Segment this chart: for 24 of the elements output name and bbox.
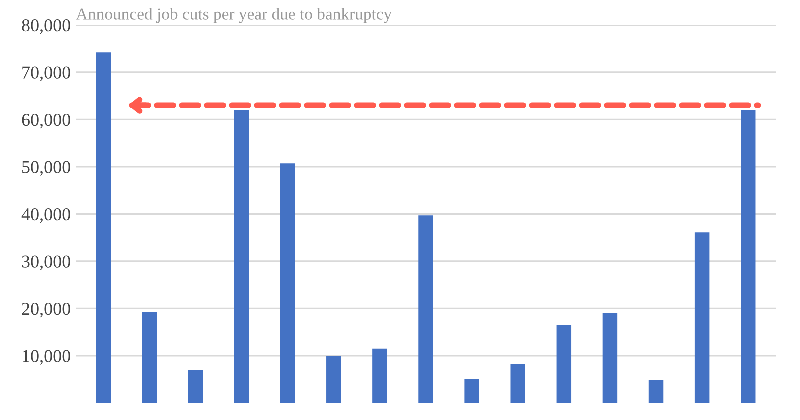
y-tick-label: 80,000 xyxy=(22,19,70,34)
bar xyxy=(510,364,526,404)
bar xyxy=(741,110,756,404)
bar xyxy=(694,232,710,404)
bar xyxy=(234,110,250,404)
chart-title: Announced job cuts per year due to bankruptcy xyxy=(76,8,392,24)
bar xyxy=(372,348,388,404)
y-tick-label: 40,000 xyxy=(22,208,70,224)
y-tick-label: 20,000 xyxy=(22,302,70,318)
bar xyxy=(418,216,434,404)
bar xyxy=(326,356,342,404)
bar xyxy=(96,52,111,404)
bar xyxy=(556,325,572,404)
bar xyxy=(188,370,204,404)
y-tick-label: 60,000 xyxy=(22,114,70,129)
bar xyxy=(280,164,296,404)
y-tick-label: 30,000 xyxy=(22,256,70,270)
bar xyxy=(464,379,480,404)
y-tick-label: 70,000 xyxy=(22,66,70,82)
bar xyxy=(602,312,618,404)
y-tick-label: 50,000 xyxy=(22,161,70,176)
bar xyxy=(648,380,664,404)
bar xyxy=(142,312,158,404)
y-tick-label: 10,000 xyxy=(23,350,70,365)
